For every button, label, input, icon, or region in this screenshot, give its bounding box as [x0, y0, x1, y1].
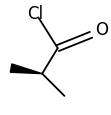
- Polygon shape: [10, 64, 42, 74]
- Text: O: O: [96, 21, 109, 39]
- Text: Cl: Cl: [27, 5, 44, 22]
